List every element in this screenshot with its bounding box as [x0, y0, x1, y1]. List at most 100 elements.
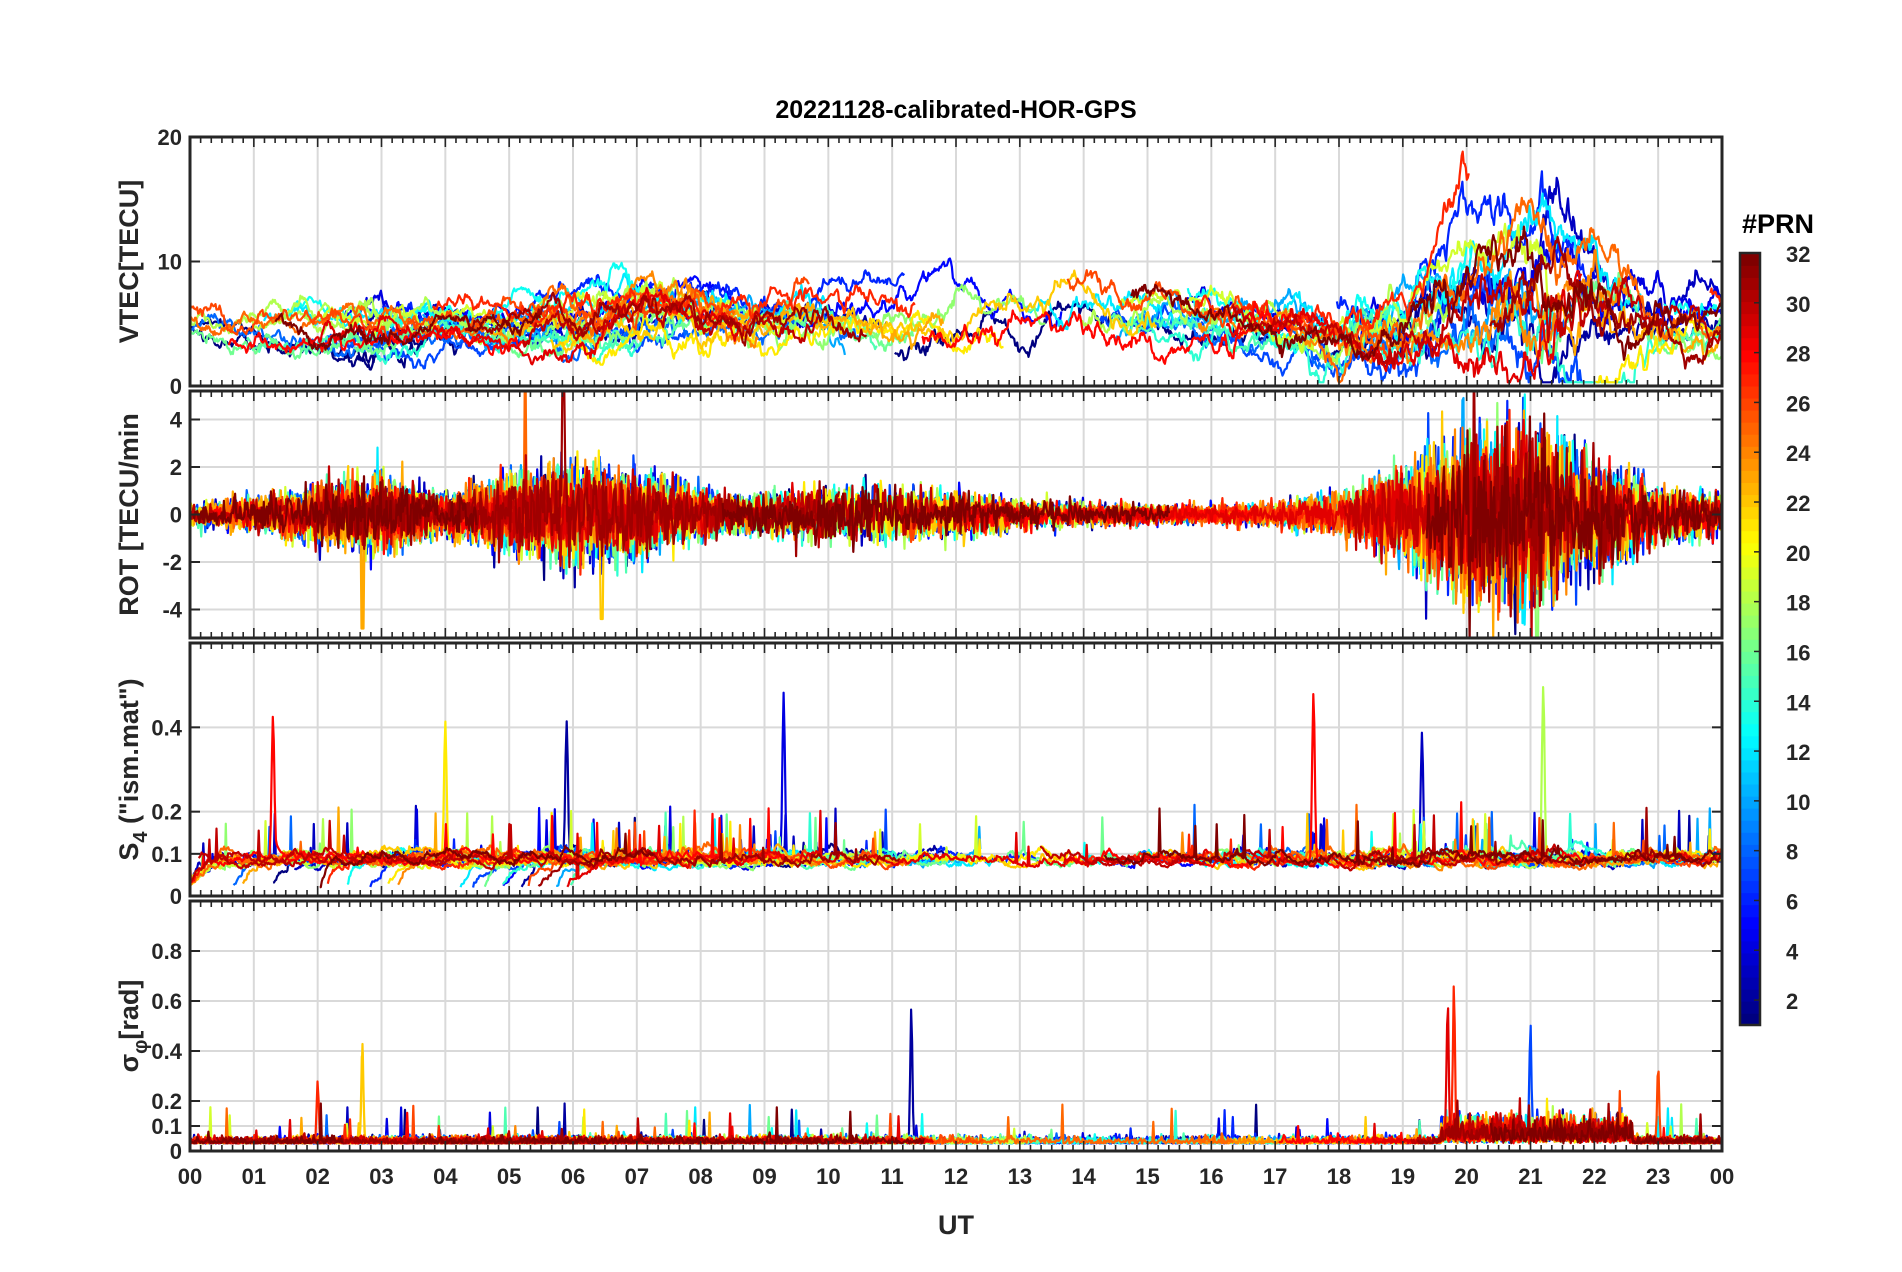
colorbar-tick-label: 10	[1786, 790, 1810, 815]
x-tick-label: 15	[1135, 1164, 1159, 1189]
x-tick-label: 01	[242, 1164, 266, 1189]
y-tick-label: 0.2	[151, 800, 182, 825]
colorbar-segment	[1740, 904, 1760, 918]
colorbar-tick-label: 6	[1786, 889, 1798, 914]
panel-vtec: 0 10 20 VTEC[TECU]	[114, 125, 1724, 399]
colorbar-segment	[1740, 470, 1760, 483]
series-group	[190, 391, 1722, 638]
colorbar-tick-label: 4	[1786, 939, 1799, 964]
colorbar-segment	[1740, 506, 1760, 520]
x-ticks	[189, 901, 1723, 1151]
y-tick-label: 0.1	[151, 842, 182, 867]
series-prn-31	[464, 235, 1722, 370]
colorbar-tick-label: 22	[1786, 491, 1810, 516]
x-tick-label: 10	[816, 1164, 840, 1189]
x-tick-label: 20	[1454, 1164, 1478, 1189]
y-tick-label: 0.2	[151, 1089, 182, 1114]
colorbar-segment	[1740, 626, 1760, 640]
colorbar-segment	[1740, 373, 1760, 387]
colorbar-segment	[1740, 566, 1760, 580]
colorbar-segment	[1740, 663, 1760, 676]
colorbar-tick-label: 26	[1786, 391, 1810, 416]
y-tick-label: 0	[170, 503, 182, 528]
x-tick-label: 22	[1582, 1164, 1606, 1189]
colorbar-segment	[1740, 783, 1760, 797]
colorbar-tick-label: 30	[1786, 292, 1810, 317]
series-prn-29	[308, 270, 1583, 384]
colorbar-segment	[1740, 892, 1760, 906]
x-tick-label: 18	[1327, 1164, 1351, 1189]
colorbar-segment	[1740, 325, 1760, 339]
y-tick-label: -4	[162, 598, 182, 623]
colorbar-tick-label: 28	[1786, 342, 1810, 367]
colorbar-segment	[1740, 446, 1760, 459]
colorbar-segment	[1740, 807, 1760, 821]
x-tick-label: 17	[1263, 1164, 1287, 1189]
colorbar-segment	[1740, 759, 1760, 773]
colorbar-segment	[1740, 964, 1760, 978]
x-tick-label: 23	[1646, 1164, 1670, 1189]
series-prn-30	[521, 273, 1722, 366]
colorbar-segment	[1740, 687, 1760, 701]
colorbar-segment	[1740, 711, 1760, 725]
y-axis-label-vtec: VTEC[TECU]	[114, 180, 144, 344]
colorbar-segment	[1740, 301, 1760, 315]
panel-sigma: 00.10.2 0.4 0.6 0.8 σφ[rad]	[114, 899, 1724, 1164]
series-prn-32	[319, 807, 1716, 889]
x-tick-label: 08	[688, 1164, 712, 1189]
x-tick-label: 12	[944, 1164, 968, 1189]
colorbar-segment	[1740, 578, 1760, 592]
colorbar-segment	[1740, 699, 1760, 713]
colorbar-segment	[1740, 361, 1760, 375]
colorbar-segment	[1740, 639, 1760, 652]
y-tick-label: 20	[158, 125, 182, 150]
colorbar-segment	[1740, 385, 1760, 399]
colorbar-tick-label: 2	[1786, 989, 1798, 1014]
colorbar-segment	[1740, 819, 1760, 833]
colorbar-segment	[1740, 1012, 1760, 1026]
colorbar-tick-label: 14	[1786, 690, 1811, 715]
x-ticks	[189, 137, 1723, 386]
y-tick-label: 0	[170, 1139, 182, 1164]
x-tick-label: 03	[369, 1164, 393, 1189]
colorbar-segment	[1740, 409, 1760, 423]
y-axis-label-rot: ROT [TECU/min	[114, 413, 144, 616]
x-ticks	[189, 643, 1723, 896]
colorbar-segment	[1740, 458, 1760, 471]
colorbar-segment	[1740, 940, 1760, 954]
colorbar-segment	[1740, 928, 1760, 942]
y-tick-label: 2	[170, 455, 182, 480]
colorbar-tick-label: 8	[1786, 840, 1798, 865]
colorbar-segment	[1740, 916, 1760, 930]
colorbar-tick-label: 20	[1786, 541, 1810, 566]
colorbar-segment	[1740, 530, 1760, 544]
colorbar-segment	[1740, 554, 1760, 568]
colorbar-segment	[1740, 253, 1760, 266]
colorbar-segment	[1740, 337, 1760, 351]
x-tick-label: 00	[1710, 1164, 1734, 1189]
colorbar-segment	[1740, 349, 1760, 363]
colorbar-segment	[1740, 868, 1760, 882]
colorbar-segment	[1740, 289, 1760, 303]
y-tick-label: 0	[170, 374, 182, 399]
colorbar-segment	[1740, 976, 1760, 990]
colorbar-segment	[1740, 723, 1760, 737]
colorbar-frame	[1738, 251, 1762, 1027]
x-tick-label: 05	[497, 1164, 521, 1189]
x-tick-label: 13	[1008, 1164, 1032, 1189]
y-tick-label: 4	[170, 408, 183, 433]
colorbar-segment	[1740, 313, 1760, 327]
colorbar-segment	[1740, 265, 1760, 278]
series-prn-32	[192, 412, 1722, 638]
colorbar-segment	[1740, 988, 1760, 1002]
x-tick-label: 02	[305, 1164, 329, 1189]
x-tick-label: 09	[752, 1164, 776, 1189]
colorbar-segment	[1740, 433, 1760, 447]
y-axis-label-s4: S4 ("ism.mat")	[114, 678, 152, 860]
colorbar-segment	[1740, 856, 1760, 869]
y-tick-label: 0.1	[151, 1114, 182, 1139]
series-group	[190, 985, 1722, 1145]
colorbar-segment	[1740, 651, 1760, 664]
